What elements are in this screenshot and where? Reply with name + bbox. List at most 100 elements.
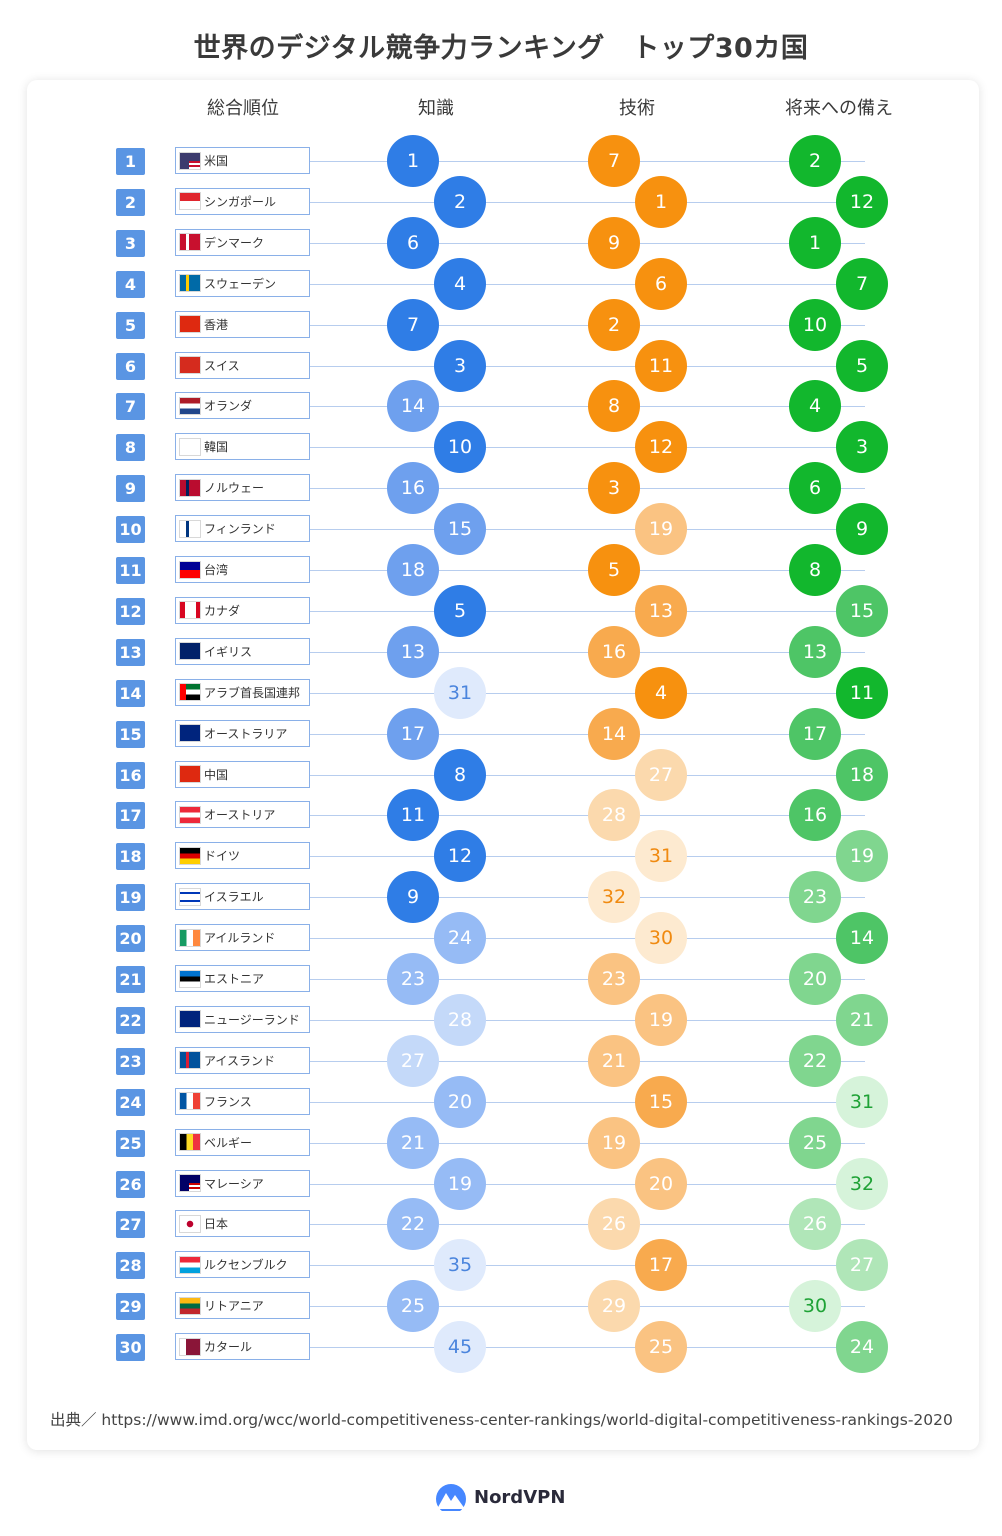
country-name: 台湾 (204, 563, 229, 577)
future-rank-bubble: 10 (789, 298, 841, 351)
knowledge-rank-bubble: 35 (434, 1239, 486, 1292)
country-name: スウェーデン (204, 276, 277, 291)
row-connector-line (310, 488, 865, 490)
country-name: 香港 (204, 317, 229, 332)
overall-rank-badge: 16 (116, 761, 145, 789)
country-flag-icon (179, 437, 201, 456)
country-name: イスラエル (204, 890, 264, 905)
country-flag-icon (179, 1296, 201, 1315)
technology-rank-bubble: 29 (588, 1280, 640, 1333)
column-header-knowledge: 知識 (418, 98, 454, 119)
country-name: アラブ首長国連邦 (204, 685, 301, 700)
technology-rank-bubble: 8 (588, 380, 640, 433)
knowledge-rank-bubble: 18 (387, 544, 439, 596)
future-rank-bubble: 18 (836, 748, 888, 801)
future-rank-bubble: 8 (789, 544, 841, 596)
country-label: カタール (175, 1333, 310, 1361)
row-connector-line (310, 365, 865, 367)
knowledge-rank-bubble: 23 (387, 953, 439, 1005)
country-flag-icon (179, 151, 201, 170)
technology-rank-bubble: 12 (635, 421, 687, 474)
country-flag-icon (179, 315, 201, 334)
country-name: スイス (204, 358, 240, 373)
knowledge-rank-bubble: 7 (387, 298, 439, 351)
country-label: アラブ首長国連邦 (175, 678, 310, 706)
knowledge-rank-bubble: 24 (434, 912, 486, 965)
row-connector-line (310, 283, 865, 285)
country-flag-icon (179, 274, 201, 293)
knowledge-rank-bubble: 11 (387, 789, 439, 842)
knowledge-rank-bubble: 2 (434, 175, 486, 228)
technology-rank-bubble: 17 (635, 1239, 687, 1292)
row-connector-line (310, 774, 865, 776)
technology-rank-bubble: 25 (635, 1321, 687, 1374)
row-connector-line (310, 938, 865, 940)
overall-rank-badge: 21 (116, 966, 145, 993)
country-name: アイスランド (204, 1053, 276, 1068)
country-name: ベルギー (204, 1135, 253, 1150)
row-connector-line (310, 242, 865, 244)
country-label: アイスランド (175, 1046, 310, 1074)
column-header-overall: 総合順位 (207, 98, 279, 119)
knowledge-rank-bubble: 21 (387, 1116, 439, 1169)
country-label: ベルギー (175, 1128, 310, 1156)
technology-rank-bubble: 13 (635, 584, 687, 637)
country-flag-icon (179, 233, 201, 252)
country-name: カナダ (204, 603, 241, 618)
overall-rank-badge: 14 (116, 679, 145, 707)
country-flag-icon (179, 846, 201, 865)
overall-rank-badge: 1 (116, 148, 145, 175)
country-flag-icon (179, 724, 201, 743)
knowledge-rank-bubble: 27 (387, 1034, 439, 1087)
knowledge-rank-bubble: 12 (434, 830, 486, 883)
row-connector-line (310, 1306, 865, 1308)
country-name: 中国 (204, 767, 229, 782)
row-connector-line (310, 610, 865, 612)
country-label: スウェーデン (175, 269, 310, 297)
overall-rank-badge: 22 (116, 1006, 145, 1034)
future-rank-bubble: 2 (789, 135, 841, 187)
row-connector-line (310, 1224, 865, 1226)
row-connector-line (310, 979, 865, 980)
future-rank-bubble: 23 (789, 871, 841, 924)
country-label: 日本 (175, 1210, 310, 1238)
country-label: 香港 (175, 310, 310, 338)
overall-rank-badge: 23 (116, 1047, 145, 1075)
row-connector-line (310, 815, 865, 817)
country-flag-icon (179, 1133, 201, 1152)
country-flag-icon (179, 805, 201, 824)
future-rank-bubble: 7 (836, 257, 888, 310)
overall-rank-badge: 29 (116, 1293, 145, 1321)
future-rank-bubble: 3 (836, 421, 888, 474)
country-flag-icon (179, 1214, 201, 1233)
row-connector-line (310, 447, 865, 449)
knowledge-rank-bubble: 28 (434, 993, 486, 1046)
future-rank-bubble: 24 (836, 1321, 888, 1374)
country-label: ニュージーランド (175, 1005, 310, 1033)
technology-rank-bubble: 14 (588, 707, 640, 760)
technology-rank-bubble: 21 (588, 1034, 640, 1087)
overall-rank-badge: 11 (116, 557, 145, 584)
country-flag-icon (179, 969, 201, 988)
future-rank-bubble: 31 (836, 1075, 888, 1128)
knowledge-rank-bubble: 14 (387, 380, 439, 433)
country-flag-icon (179, 1255, 201, 1274)
overall-rank-badge: 6 (116, 352, 145, 380)
row-connector-line (310, 324, 865, 326)
row-connector-line (310, 692, 865, 694)
overall-rank-badge: 4 (116, 270, 145, 298)
country-name: シンガポール (204, 194, 277, 209)
technology-rank-bubble: 26 (588, 1198, 640, 1251)
future-rank-bubble: 25 (789, 1116, 841, 1169)
row-connector-line (310, 1019, 865, 1021)
country-flag-icon (179, 683, 201, 702)
overall-rank-badge: 13 (116, 638, 145, 666)
row-connector-line (310, 1265, 865, 1267)
country-flag-icon (179, 765, 201, 783)
country-name: 米国 (204, 154, 229, 168)
country-name: オランダ (204, 399, 253, 414)
country-label: オーストリア (175, 801, 310, 829)
knowledge-rank-bubble: 22 (387, 1198, 439, 1251)
row-connector-line (310, 1142, 865, 1144)
future-rank-bubble: 21 (836, 993, 888, 1046)
